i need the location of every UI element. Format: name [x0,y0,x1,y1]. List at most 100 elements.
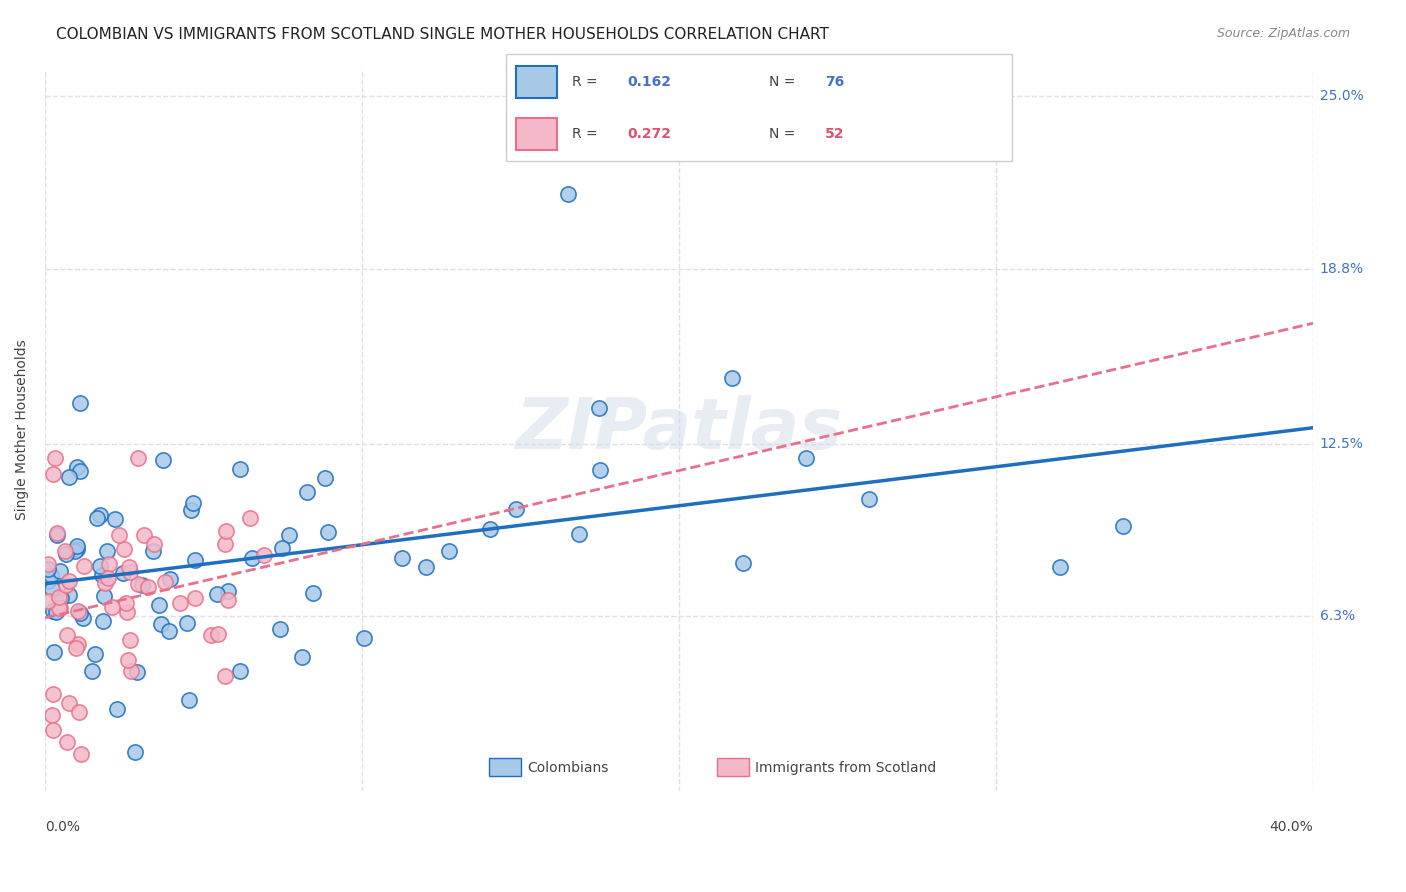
Point [97,572,120,586]
Text: N =: N = [769,127,800,141]
Text: 40.0%: 40.0% [1270,820,1313,834]
Text: Source: ZipAtlas.com: Source: ZipAtlas.com [1216,27,1350,40]
Point [118,632,141,647]
Point [48,590,70,604]
Point [58,470,80,484]
Point [214,536,236,550]
Point [69,606,91,620]
Point [269,623,291,637]
Point [108,528,131,542]
Text: 18.8%: 18.8% [1320,261,1364,276]
Point [127,576,149,591]
Point [46,527,69,541]
Point [66,541,89,556]
Point [115,596,138,610]
Point [65,641,87,656]
Point [228,664,250,678]
Point [589,463,612,477]
FancyBboxPatch shape [516,66,557,98]
Text: R =: R = [572,76,602,89]
Text: 0.0%: 0.0% [45,820,80,834]
Point [302,586,325,600]
Point [240,550,263,565]
Point [148,598,170,612]
Point [180,503,202,517]
Point [176,615,198,630]
Point [37,562,59,576]
Point [39,568,62,582]
Point [45,605,67,619]
Point [58,574,80,588]
Point [478,522,501,536]
Point [56,734,79,748]
Point [277,528,299,542]
Point [44,450,66,465]
Point [353,631,375,645]
Point [169,596,191,610]
Point [98,558,121,572]
Point [58,588,80,602]
Point [42,723,65,738]
Point [66,460,89,475]
Point [229,462,252,476]
Point [89,559,111,574]
Point [70,747,93,761]
Point [73,558,96,573]
Point [37,557,59,571]
Point [58,697,80,711]
Point [214,668,236,682]
Point [179,693,201,707]
Point [41,707,63,722]
Point [295,484,318,499]
Point [69,396,91,410]
Text: N =: N = [769,76,800,89]
Point [105,702,128,716]
Point [205,587,228,601]
Point [53,544,76,558]
Point [127,450,149,465]
Point [157,624,180,639]
Point [93,589,115,603]
Point [63,544,86,558]
Text: COLOMBIAN VS IMMIGRANTS FROM SCOTLAND SINGLE MOTHER HOUSEHOLDS CORRELATION CHART: COLOMBIAN VS IMMIGRANTS FROM SCOTLAND SI… [56,27,830,42]
Point [1049,560,1071,574]
Point [270,541,292,556]
Point [44,645,66,659]
Point [215,524,238,538]
Point [142,537,165,551]
Point [67,637,90,651]
Point [91,614,114,628]
Point [721,371,744,385]
Point [37,594,59,608]
Point [104,512,127,526]
Point [794,450,817,465]
Point [45,525,67,540]
Text: 0.162: 0.162 [627,76,672,89]
Text: 52: 52 [825,127,845,141]
Point [200,628,222,642]
Point [184,553,207,567]
Point [66,604,89,618]
Point [49,601,72,615]
Text: 0.272: 0.272 [627,127,672,141]
FancyBboxPatch shape [516,118,557,150]
Point [55,547,77,561]
Point [132,527,155,541]
Point [415,560,437,574]
Text: 76: 76 [825,76,844,89]
Point [115,606,138,620]
Point [131,578,153,592]
Point [159,572,181,586]
Point [217,584,239,599]
Point [568,527,591,541]
Point [51,591,73,605]
Point [505,502,527,516]
Point [239,510,262,524]
Text: R =: R = [572,127,602,141]
Point [588,401,610,416]
Point [48,600,70,615]
Point [253,548,276,562]
FancyBboxPatch shape [717,758,749,776]
Point [731,556,754,570]
Text: ZIPatlas: ZIPatlas [516,395,842,464]
